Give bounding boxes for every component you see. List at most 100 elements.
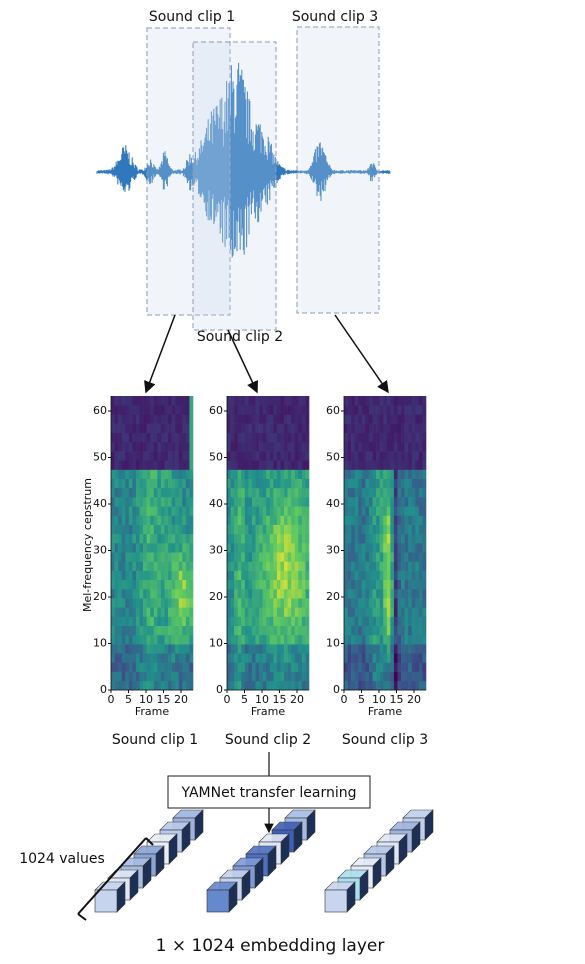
heat-cell <box>418 579 423 590</box>
heat-cell <box>401 561 405 571</box>
heat-cell <box>354 469 359 479</box>
heat-cell <box>175 625 180 636</box>
heat-cell <box>386 478 391 489</box>
heat-cell <box>372 644 377 654</box>
heat-cell <box>234 662 238 672</box>
heat-cell <box>383 487 388 498</box>
heat-cell <box>259 634 263 645</box>
heat-cell <box>175 634 180 645</box>
heat-cell <box>383 570 388 581</box>
x-tick-label: 5 <box>358 693 365 706</box>
heat-cell <box>160 524 165 535</box>
heat-cell <box>284 414 288 424</box>
heat-cell <box>358 607 363 617</box>
heat-cell <box>269 533 274 544</box>
heat-cell <box>237 414 242 424</box>
heat-cell <box>146 616 151 626</box>
heat-cell <box>185 644 190 654</box>
heat-cell <box>415 487 420 498</box>
heat-cell <box>379 598 384 608</box>
heat-cell <box>351 680 355 691</box>
heat-cell <box>404 644 409 654</box>
heat-cell <box>153 680 158 691</box>
heat-cell <box>415 598 420 608</box>
heat-cell <box>301 506 306 516</box>
heat-cell <box>160 543 165 553</box>
heat-cell <box>291 644 296 654</box>
heat-cell <box>160 634 165 645</box>
heat-cell <box>189 543 194 553</box>
heat-cell <box>386 533 391 544</box>
heat-cell <box>298 487 303 498</box>
heat-cell <box>376 469 380 479</box>
heat-cell <box>365 451 370 461</box>
heat-cell <box>291 533 296 544</box>
heat-cell <box>125 588 130 599</box>
heat-cell <box>347 607 352 617</box>
heat-cell <box>408 543 413 553</box>
heat-cell <box>344 680 348 691</box>
heat-cell <box>139 625 144 636</box>
heat-cell <box>379 487 384 498</box>
heat-cell <box>408 460 413 470</box>
heat-cell <box>241 607 246 617</box>
heat-cell <box>390 653 395 663</box>
heat-cell <box>372 662 377 672</box>
heat-cell <box>344 515 348 525</box>
heat-cell <box>168 414 172 424</box>
heat-cell <box>415 405 420 415</box>
heat-cell <box>397 396 402 406</box>
heat-cell <box>354 405 359 415</box>
heat-cell <box>227 662 231 672</box>
heat-cell <box>241 478 246 489</box>
heat-cell <box>185 607 190 617</box>
heat-cell <box>160 598 165 608</box>
heat-cell <box>361 451 366 461</box>
heat-cell <box>291 515 296 525</box>
heat-cell <box>132 598 137 608</box>
heat-cell <box>298 616 303 626</box>
heat-cell <box>404 561 409 571</box>
heat-cell <box>418 405 423 415</box>
heat-cell <box>273 616 278 626</box>
heat-cell <box>401 616 405 626</box>
bracket <box>77 837 147 915</box>
heat-cell <box>390 487 395 498</box>
heat-cell <box>393 598 398 608</box>
heat-cell <box>361 524 366 535</box>
heat-cell <box>273 552 278 562</box>
heat-cell <box>393 533 398 544</box>
heat-cell <box>422 570 427 581</box>
heat-cell <box>118 487 122 498</box>
heat-cell <box>255 414 260 424</box>
heat-cell <box>404 533 409 544</box>
heat-cell <box>178 662 183 672</box>
heat-cell <box>175 561 180 571</box>
heat-cell <box>251 441 256 452</box>
heat-cell <box>347 625 352 636</box>
heat-cell <box>276 653 281 663</box>
heat-cell <box>305 552 310 562</box>
heat-cell <box>390 552 395 562</box>
heat-cell <box>266 662 271 672</box>
x-axis-label: Frame <box>368 705 403 718</box>
heat-cell <box>344 570 348 581</box>
heat-cell <box>393 497 398 507</box>
heat-cell <box>368 598 373 608</box>
heat-cell <box>135 625 140 636</box>
heat-cell <box>408 570 413 581</box>
heat-cell <box>415 515 420 525</box>
heat-cell <box>411 570 416 581</box>
heat-cell <box>157 598 162 608</box>
heat-cell <box>287 598 292 608</box>
heat-cell <box>273 533 278 544</box>
heat-cell <box>146 671 151 682</box>
heat-cell <box>287 469 292 479</box>
heat-cell <box>305 598 310 608</box>
heat-cell <box>128 423 133 434</box>
heat-cell <box>404 570 409 581</box>
heat-cell <box>411 543 416 553</box>
heat-cell <box>418 432 423 443</box>
heat-cell <box>244 607 249 617</box>
heat-cell <box>234 533 238 544</box>
